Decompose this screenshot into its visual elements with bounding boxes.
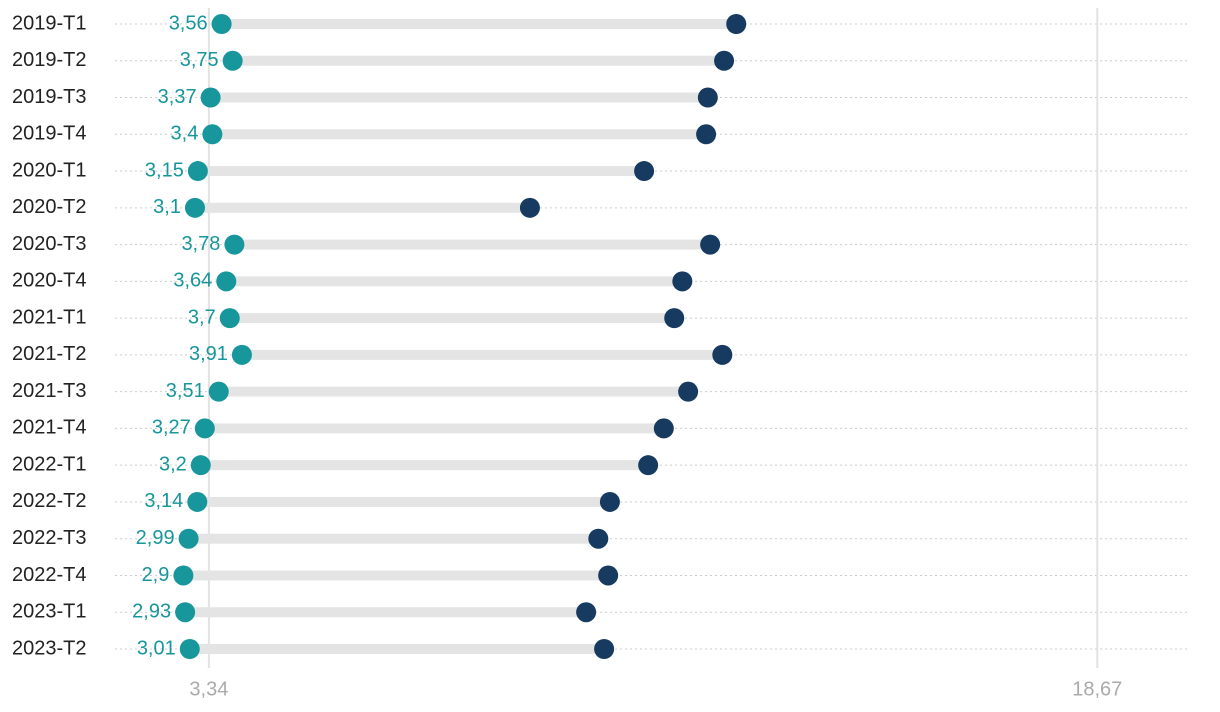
dot [653, 418, 674, 439]
y-tick-label: 2021-T3 [12, 380, 87, 402]
range-bar [229, 313, 675, 324]
dot [224, 234, 245, 255]
dot [697, 87, 718, 108]
dot [211, 14, 232, 34]
range-bar [197, 496, 610, 507]
value-label: 3,27 [152, 417, 191, 439]
dot [700, 234, 721, 255]
value-label: 3,7 [188, 306, 216, 328]
range-bar [204, 423, 664, 434]
dot [599, 491, 620, 512]
value-label: 3,78 [181, 233, 220, 255]
value-label: 2,93 [132, 601, 171, 623]
range-bar [241, 349, 723, 360]
range-bar [232, 55, 725, 66]
dot [678, 381, 699, 402]
value-label: 3,2 [159, 453, 187, 475]
value-label: 3,37 [158, 86, 197, 108]
dot [634, 161, 655, 182]
y-tick-label: 2020-T3 [12, 233, 87, 255]
dot [175, 602, 196, 623]
value-label: 3,51 [166, 380, 205, 402]
dot [208, 381, 229, 402]
dot [179, 639, 200, 659]
y-tick-label: 2019-T4 [12, 123, 87, 145]
range-bar [183, 570, 609, 581]
dot [184, 197, 205, 218]
dot [576, 602, 597, 623]
range-bar [189, 644, 605, 654]
value-label: 2,9 [142, 564, 170, 586]
y-tick-label: 2019-T3 [12, 86, 87, 108]
dot [202, 124, 223, 145]
value-label: 3,15 [145, 159, 184, 181]
dot [714, 50, 735, 71]
dot [696, 124, 717, 145]
range-bar [188, 533, 599, 544]
dot [712, 344, 733, 365]
value-label: 3,1 [153, 196, 181, 218]
y-tick-label: 2023-T1 [12, 601, 87, 623]
x-tick-label: 3,34 [189, 678, 228, 700]
y-tick-label: 2022-T3 [12, 527, 87, 549]
value-label: 3,75 [180, 49, 219, 71]
dot [664, 308, 685, 329]
dot [726, 14, 747, 34]
y-tick-label: 2020-T1 [12, 159, 87, 181]
y-tick-label: 2021-T2 [12, 343, 87, 365]
dot [200, 87, 221, 108]
y-tick-label: 2021-T1 [12, 306, 87, 328]
x-tick-label: 18,67 [1072, 678, 1122, 700]
y-tick-label: 2019-T1 [12, 12, 87, 34]
y-tick-label: 2022-T4 [12, 564, 87, 586]
y-tick-label: 2022-T1 [12, 453, 87, 475]
dot [194, 418, 215, 439]
value-label: 3,91 [189, 343, 228, 365]
dot [588, 528, 609, 549]
value-label: 3,4 [171, 123, 199, 145]
dot [598, 565, 619, 586]
dot [672, 271, 693, 292]
dot [519, 197, 540, 218]
range-bar [185, 607, 587, 618]
y-tick-label: 2021-T4 [12, 417, 87, 439]
dot [173, 565, 194, 586]
dot [231, 344, 252, 365]
y-tick-label: 2023-T2 [12, 637, 87, 659]
dot [187, 161, 208, 182]
value-label: 3,14 [144, 490, 183, 512]
range-bar [210, 92, 708, 103]
dot [190, 455, 211, 476]
value-label: 3,56 [169, 12, 208, 34]
y-tick-label: 2020-T4 [12, 270, 87, 292]
value-label: 3,01 [137, 637, 176, 659]
dot [594, 639, 615, 659]
dot [219, 308, 240, 329]
dot [178, 528, 199, 549]
range-bar [234, 239, 711, 250]
dot [222, 50, 243, 71]
range-bar [218, 386, 689, 397]
range-bar [221, 19, 737, 29]
value-label: 3,64 [173, 270, 212, 292]
y-tick-label: 2022-T2 [12, 490, 87, 512]
range-bar [212, 129, 707, 140]
y-tick-label: 2020-T2 [12, 196, 87, 218]
dot [638, 455, 659, 476]
range-bar [200, 460, 649, 471]
range-bar [197, 166, 645, 177]
value-label: 2,99 [136, 527, 175, 549]
range-bar [226, 276, 683, 287]
dot [216, 271, 237, 292]
y-tick-label: 2019-T2 [12, 49, 87, 71]
dot [187, 491, 208, 512]
range-bar [194, 202, 530, 213]
